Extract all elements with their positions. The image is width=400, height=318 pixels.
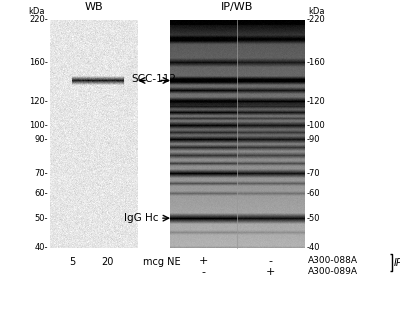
Text: A300-088A: A300-088A: [308, 256, 358, 265]
Text: +: +: [266, 267, 275, 277]
Text: 90-: 90-: [34, 135, 48, 144]
Text: 40-: 40-: [34, 244, 48, 252]
Text: 5: 5: [69, 257, 75, 267]
Text: 50-: 50-: [34, 214, 48, 223]
Text: IgG Hc: IgG Hc: [124, 213, 158, 223]
Text: IP/WB: IP/WB: [221, 2, 254, 12]
Text: -: -: [268, 256, 272, 266]
Text: 60-: 60-: [34, 189, 48, 198]
Text: -50: -50: [307, 214, 320, 223]
Text: 220-: 220-: [29, 16, 48, 24]
Text: 20: 20: [101, 257, 113, 267]
Text: -: -: [202, 267, 206, 277]
Text: 120-: 120-: [29, 97, 48, 106]
Text: A300-089A: A300-089A: [308, 267, 358, 276]
Text: -220: -220: [307, 16, 326, 24]
Text: IP: IP: [394, 258, 400, 267]
Text: 160-: 160-: [29, 58, 48, 67]
Text: WB: WB: [85, 2, 103, 12]
Text: 70-: 70-: [34, 169, 48, 178]
Text: -160: -160: [307, 58, 326, 67]
Text: kDa: kDa: [308, 8, 324, 17]
Text: 100-: 100-: [29, 121, 48, 130]
Text: +: +: [199, 256, 208, 266]
Text: SCC-112: SCC-112: [132, 74, 176, 85]
Text: -60: -60: [307, 189, 321, 198]
Text: -40: -40: [307, 244, 320, 252]
Text: -70: -70: [307, 169, 321, 178]
Text: -90: -90: [307, 135, 320, 144]
Text: -100: -100: [307, 121, 326, 130]
Text: -120: -120: [307, 97, 326, 106]
Text: mcg NE: mcg NE: [143, 257, 181, 267]
Text: kDa: kDa: [28, 8, 45, 17]
